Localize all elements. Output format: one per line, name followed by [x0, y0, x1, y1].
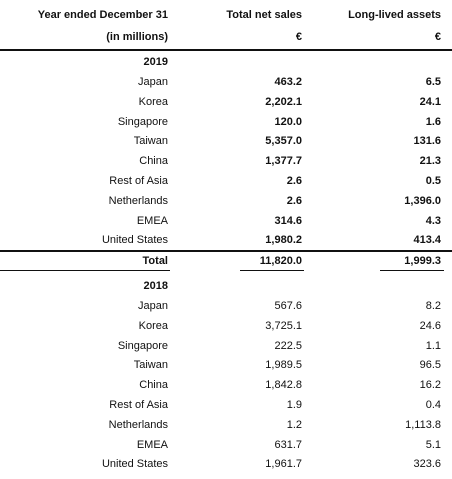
column-subheader: (in millions)	[106, 31, 168, 43]
row-label: Rest of Asia	[109, 399, 168, 411]
cell-value: 96.5	[419, 359, 441, 372]
cell-value: 0.4	[425, 399, 441, 411]
cell-value: 1,113.8	[405, 418, 441, 431]
cell-value: 24.6	[419, 319, 441, 332]
row-label: Netherlands	[108, 194, 168, 207]
cell-value: 1.1	[425, 339, 441, 352]
cell-value: 6.5	[425, 76, 441, 88]
row-label: China	[139, 155, 168, 168]
cell-value: 1.9	[286, 399, 302, 411]
cell-value: 120.0	[274, 115, 302, 128]
column-subheader: €	[295, 31, 302, 43]
cell-value: 2.6	[286, 175, 302, 187]
row-label: Korea	[138, 319, 168, 332]
column-subheader: €	[434, 31, 441, 43]
cell-value: 5,357.0	[265, 135, 302, 148]
column-header: Long-lived assets	[348, 9, 441, 21]
cell-value: 1.2	[286, 418, 302, 431]
row-label: Rest of Asia	[109, 175, 168, 187]
cell-value: 1,377.7	[265, 155, 302, 168]
cell-value: 1,989.5	[265, 359, 302, 372]
cell-value: 0.5	[425, 175, 441, 187]
total-label: Total	[142, 255, 168, 267]
total-bottom-rule	[380, 270, 444, 271]
total-value: 11,820.0	[259, 255, 302, 267]
total-bottom-rule	[0, 270, 170, 271]
row-label: Singapore	[117, 339, 168, 352]
cell-value: 2.6	[286, 194, 302, 207]
cell-value: 16.2	[419, 379, 441, 392]
total-top-rule	[0, 250, 452, 252]
cell-value: 1,961.7	[265, 458, 302, 471]
cell-value: 3,725.1	[265, 319, 302, 332]
cell-value: 222.5	[274, 339, 302, 352]
cell-value: 24.1	[419, 95, 441, 108]
row-label: Taiwan	[133, 135, 168, 148]
row-label: United States	[101, 458, 168, 471]
cell-value: 567.6	[274, 300, 302, 312]
total-bottom-rule	[240, 270, 304, 271]
cell-value: 8.2	[425, 300, 441, 312]
cell-value: 1,980.2	[265, 234, 302, 247]
column-header: Year ended December 31	[37, 9, 168, 21]
cell-value: 631.7	[274, 438, 302, 451]
row-label: Netherlands	[108, 418, 168, 431]
cell-value: 2,202.1	[265, 95, 302, 108]
header-rule	[0, 49, 452, 51]
row-label: United States	[101, 234, 168, 247]
row-label: Japan	[138, 300, 168, 312]
row-label: Japan	[138, 76, 168, 88]
cell-value: 4.3	[425, 214, 441, 227]
cell-value: 463.2	[274, 76, 302, 88]
row-label: Singapore	[117, 115, 168, 128]
cell-value: 5.1	[425, 438, 441, 451]
row-label: China	[139, 379, 168, 392]
row-label: Taiwan	[133, 359, 168, 372]
section-year: 2018	[143, 280, 168, 292]
cell-value: 1,396.0	[404, 194, 441, 207]
cell-value: 21.3	[419, 155, 441, 168]
cell-value: 314.6	[274, 214, 302, 227]
cell-value: 413.4	[413, 234, 441, 247]
column-header: Total net sales	[226, 9, 302, 21]
cell-value: 1,842.8	[265, 379, 302, 392]
cell-value: 1.6	[425, 115, 441, 128]
cell-value: 323.6	[413, 458, 441, 471]
row-label: Korea	[138, 95, 168, 108]
cell-value: 131.6	[413, 135, 441, 148]
row-label: EMEA	[136, 214, 168, 227]
row-label: EMEA	[136, 438, 168, 451]
total-value: 1,999.3	[404, 255, 441, 267]
section-year: 2019	[143, 56, 168, 68]
